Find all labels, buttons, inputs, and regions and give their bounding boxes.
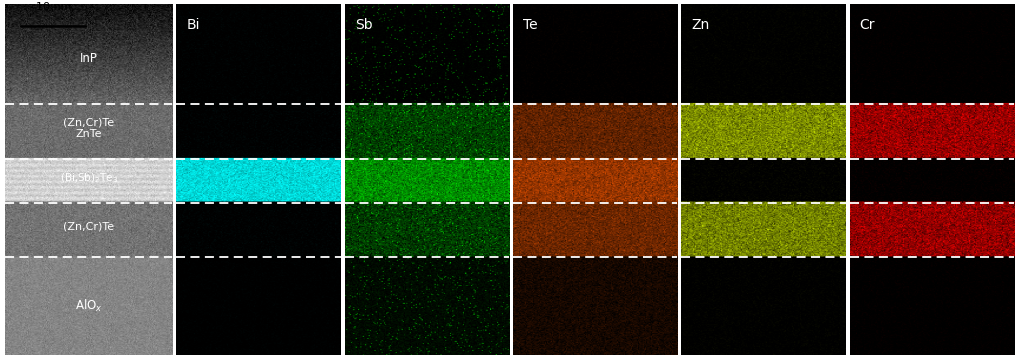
- Text: (Zn,Cr)Te
ZnTe: (Zn,Cr)Te ZnTe: [63, 118, 115, 139]
- Text: Sb: Sb: [354, 18, 373, 32]
- Text: Bi: Bi: [186, 18, 200, 32]
- Text: Zn: Zn: [691, 18, 710, 32]
- Text: InP: InP: [80, 52, 97, 65]
- Text: 10 nm: 10 nm: [36, 3, 72, 12]
- Text: (Zn,Cr)Te: (Zn,Cr)Te: [63, 222, 115, 232]
- Text: (Bi,Sb)$_2$Te$_3$: (Bi,Sb)$_2$Te$_3$: [59, 172, 118, 185]
- Text: Cr: Cr: [859, 18, 876, 32]
- Text: AlO$_x$: AlO$_x$: [75, 298, 102, 314]
- Text: Te: Te: [523, 18, 538, 32]
